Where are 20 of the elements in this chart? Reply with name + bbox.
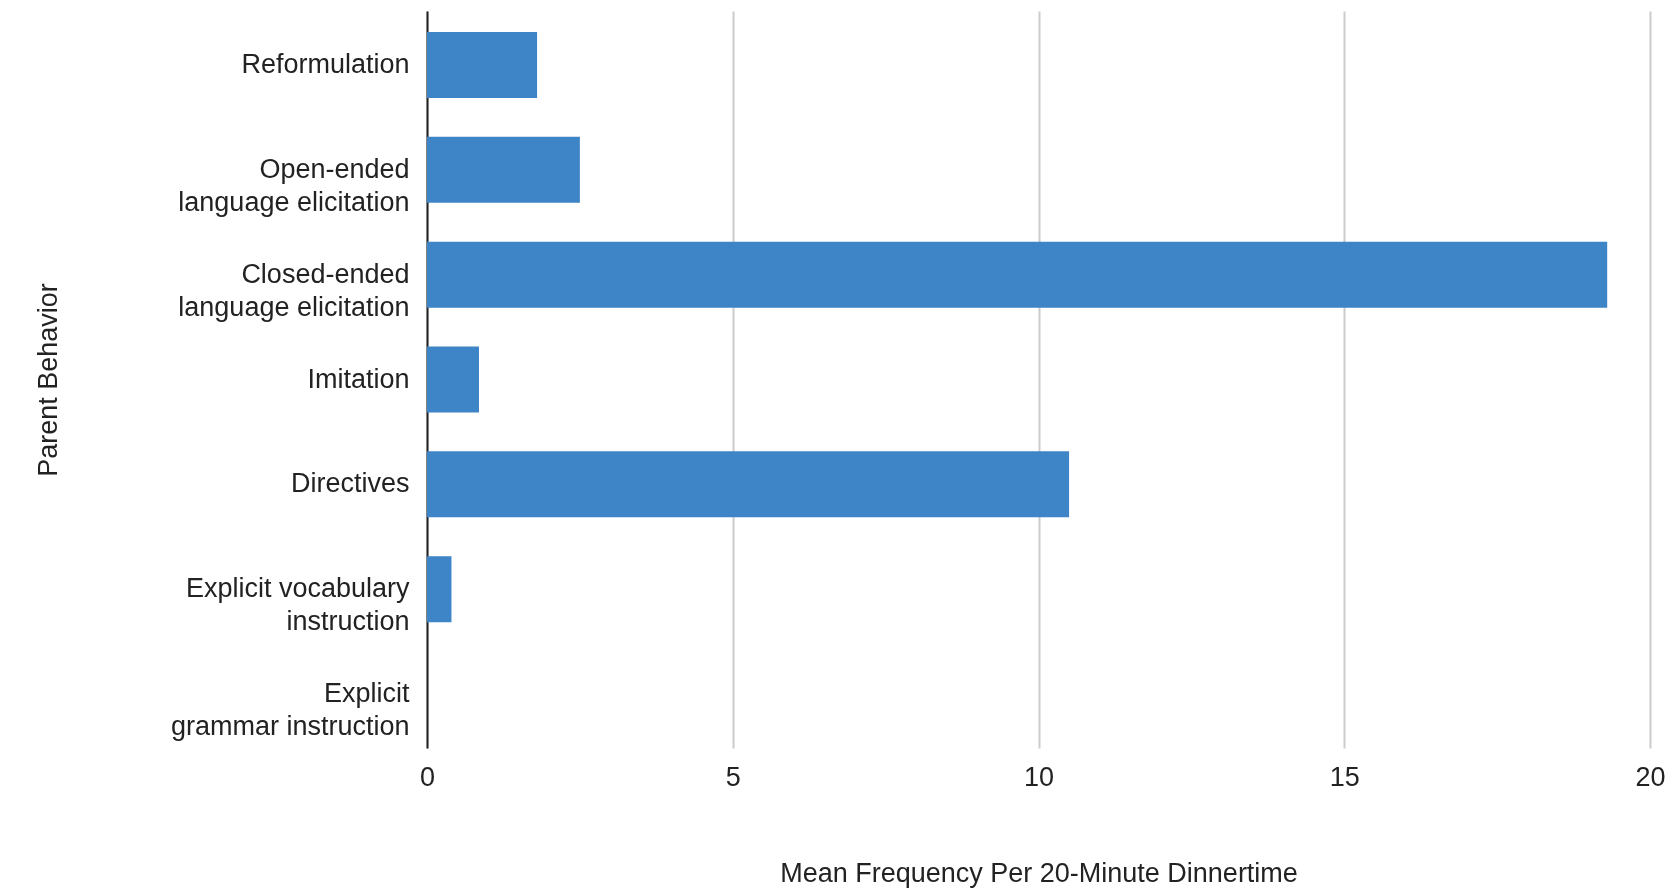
y-tick-label: Explicit vocabulary instruction [185, 573, 410, 637]
x-tick-label: 20 [1635, 761, 1666, 792]
y-tick-label: Reformulation [241, 48, 410, 79]
x-tick-label: 0 [419, 761, 436, 792]
y-tick-label: Directives [290, 468, 410, 499]
x-tick-label: 10 [1023, 761, 1055, 792]
y-tick-label: Imitation [307, 363, 410, 394]
bar [427, 31, 538, 99]
y-tick-label: Open-ended language elicitation [178, 153, 410, 217]
bar [427, 346, 479, 413]
bar [427, 136, 580, 203]
y-tick-label: Closed-ended language elicitation [178, 258, 410, 322]
x-axis-title: Mean Frequency Per 20-Minute Dinnertime [780, 857, 1298, 888]
bar [427, 451, 1070, 518]
x-tick-label: 15 [1329, 761, 1360, 792]
x-tick-label: 5 [725, 761, 741, 792]
bar [427, 556, 452, 623]
y-tick-label: Explicit grammar instruction [170, 678, 410, 742]
y-axis-title: Parent Behavior [32, 283, 63, 477]
bar [427, 241, 1608, 308]
